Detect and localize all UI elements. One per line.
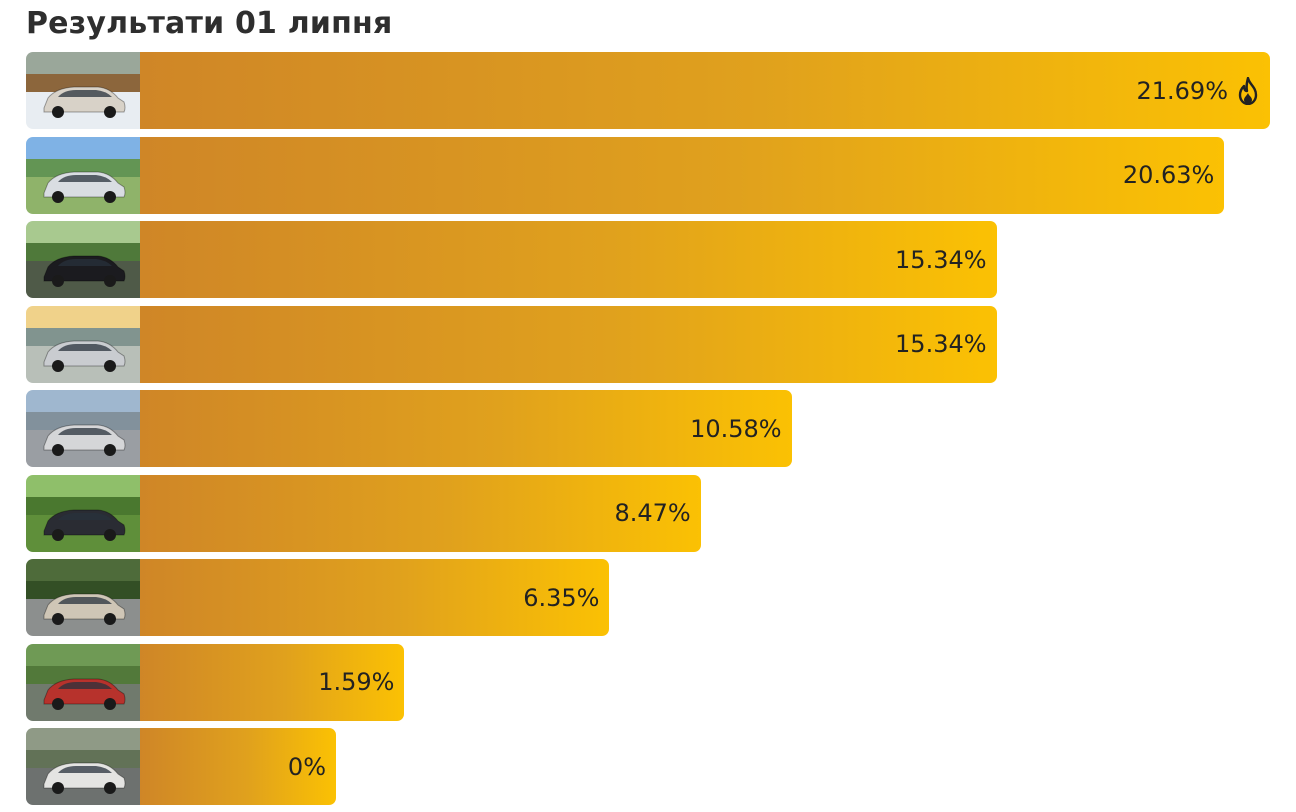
car-thumbnail <box>26 474 140 552</box>
car-thumbnail-beige-wagon-rear <box>26 559 140 636</box>
percentage-value: 20.63% <box>1122 161 1215 189</box>
percentage-value: 6.35% <box>523 583 600 612</box>
percentage-label: 6.35% <box>523 559 599 636</box>
car-thumbnail <box>26 728 140 805</box>
result-bar: 15.34% <box>140 305 997 383</box>
result-bar: 20.63% <box>140 136 1225 214</box>
percentage-label: 8.47% <box>614 475 690 552</box>
results-bar-chart: 21.69% 20.63% 15.34% 15.34% 10.58% 8.47% 6.35%… <box>26 52 1270 812</box>
page-title: Результати 01 липня <box>26 6 393 41</box>
result-bar-row: 10.58% <box>26 390 792 467</box>
percentage-label: 1.59% <box>318 644 394 721</box>
result-bar-row: 6.35% <box>26 559 610 636</box>
result-bar-row: 15.34% <box>26 305 997 383</box>
result-bar: 8.47% <box>140 474 701 552</box>
car-thumbnail-silver-sedan-field <box>26 136 140 214</box>
result-bar: 21.69% <box>140 52 1270 129</box>
percentage-label: 0% <box>288 728 326 805</box>
percentage-label: 10.58% <box>690 390 782 467</box>
percentage-label: 15.34% <box>895 221 987 298</box>
result-bar: 1.59% <box>140 643 405 721</box>
percentage-value: 8.47% <box>614 499 691 527</box>
percentage-label: 20.63% <box>1123 137 1215 214</box>
percentage-label: 15.34% <box>895 306 987 383</box>
percentage-label: 21.69% <box>1136 52 1260 129</box>
percentage-value: 21.69% <box>1136 76 1228 105</box>
result-bar-row: 15.34% <box>26 221 997 298</box>
car-thumbnail-silver-sedan-lot <box>26 390 140 467</box>
fire-icon <box>1238 76 1258 105</box>
result-bar-row: 21.69% <box>26 52 1270 129</box>
car-thumbnail <box>26 305 140 383</box>
result-bar: 6.35% <box>140 559 610 636</box>
result-bar-row: 20.63% <box>26 136 1225 214</box>
car-thumbnail-black-sedan-trees <box>26 221 140 298</box>
result-bar-row: 8.47% <box>26 474 701 552</box>
car-thumbnail-white-crossover-road <box>26 728 140 805</box>
car-thumbnail-red-hatchback-street <box>26 643 140 721</box>
car-thumbnail-white-suv-snow <box>26 52 140 129</box>
result-bar-row: 1.59% <box>26 643 405 721</box>
car-thumbnail <box>26 559 140 636</box>
car-thumbnail <box>26 221 140 298</box>
result-bar: 15.34% <box>140 221 997 298</box>
car-thumbnail <box>26 52 140 129</box>
percentage-value: 15.34% <box>895 330 987 358</box>
car-thumbnail <box>26 390 140 467</box>
car-thumbnail-silver-hatchback-sunset <box>26 305 140 383</box>
result-bar-row: 0% <box>26 728 336 805</box>
percentage-value: 10.58% <box>690 414 782 443</box>
car-thumbnail <box>26 136 140 214</box>
percentage-value: 15.34% <box>895 245 987 274</box>
result-bar: 0% <box>140 728 336 805</box>
car-thumbnail-dark-suv-grass <box>26 474 140 552</box>
car-thumbnail <box>26 643 140 721</box>
percentage-value: 0% <box>287 752 326 781</box>
percentage-value: 1.59% <box>318 668 395 696</box>
result-bar: 10.58% <box>140 390 792 467</box>
